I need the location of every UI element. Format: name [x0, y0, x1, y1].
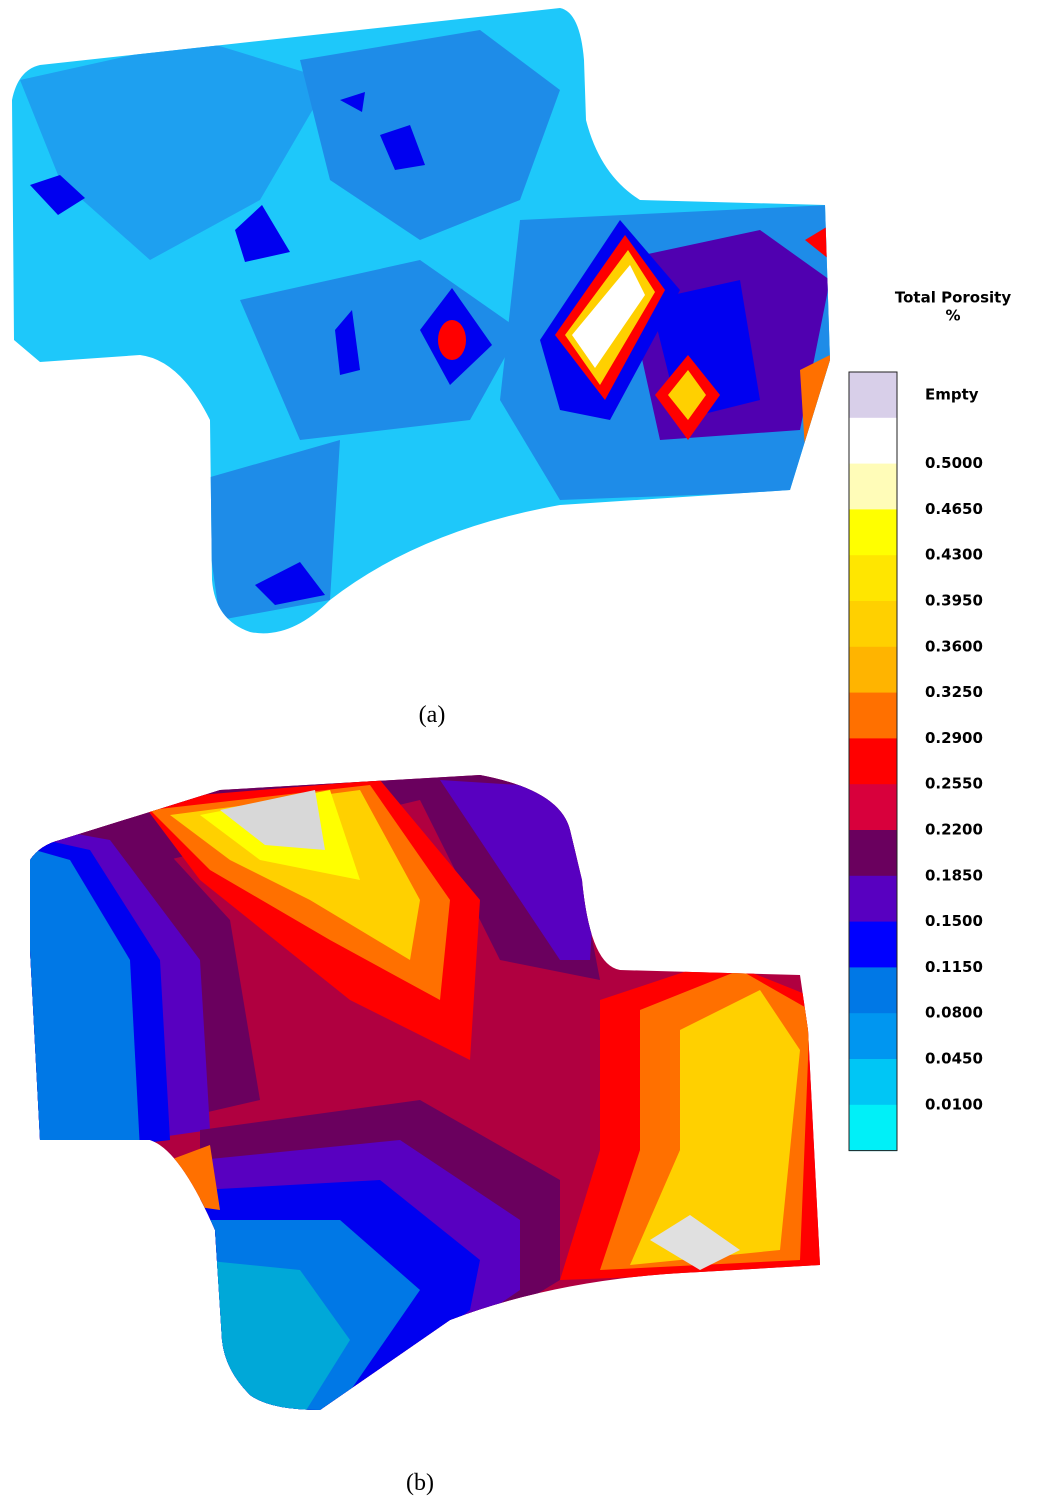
legend-label: 0.2200: [925, 821, 983, 839]
legend-swatch: [849, 463, 897, 510]
legend-swatch: [849, 692, 897, 739]
legend-label: 0.1500: [925, 912, 983, 930]
legend-swatch: [849, 601, 897, 648]
legend-label: 0.0100: [925, 1095, 983, 1113]
legend-label: 0.4650: [925, 500, 983, 518]
legend-swatch: [849, 784, 897, 831]
legend-label: 0.2550: [925, 775, 983, 793]
legend-label: 0.4300: [925, 546, 983, 564]
porosity-map-a: [12, 8, 830, 634]
legend-label: 0.0800: [925, 1004, 983, 1022]
legend-swatch: [849, 372, 897, 419]
legend-swatch: [849, 1104, 897, 1152]
legend: Total Porosity % Empty 0.5000 0.4650 0.4300…: [848, 289, 1011, 1152]
legend-swatch: [849, 830, 897, 877]
legend-swatch: [849, 875, 897, 923]
legend-swatch: [849, 1013, 897, 1060]
caption: (b): [406, 1470, 434, 1496]
legend-label: 0.0450: [925, 1050, 983, 1068]
legend-label: Empty: [925, 385, 979, 403]
legend-label: 0.5000: [925, 454, 983, 472]
legend-title: Total Porosity: [895, 289, 1011, 307]
legend-swatch: [849, 967, 897, 1014]
legend-swatch: [849, 1059, 897, 1106]
legend-frame: [848, 371, 898, 1152]
legend-swatch: [849, 509, 897, 556]
legend-label: 0.1150: [925, 958, 983, 976]
caption: (a): [419, 702, 446, 728]
legend-swatch: [849, 555, 897, 602]
legend-label: 0.3950: [925, 592, 983, 610]
legend-label: 0.3250: [925, 683, 983, 701]
legend-label: 0.2900: [925, 729, 983, 747]
porosity-map-b: [30, 775, 820, 1410]
legend-unit: %: [945, 307, 960, 325]
legend-label: 0.1850: [925, 866, 983, 884]
legend-swatch: [849, 417, 897, 465]
legend-swatch: [849, 921, 897, 968]
legend-swatch: [849, 738, 897, 785]
legend-label: 0.3600: [925, 637, 983, 655]
legend-swatch: [849, 646, 897, 694]
